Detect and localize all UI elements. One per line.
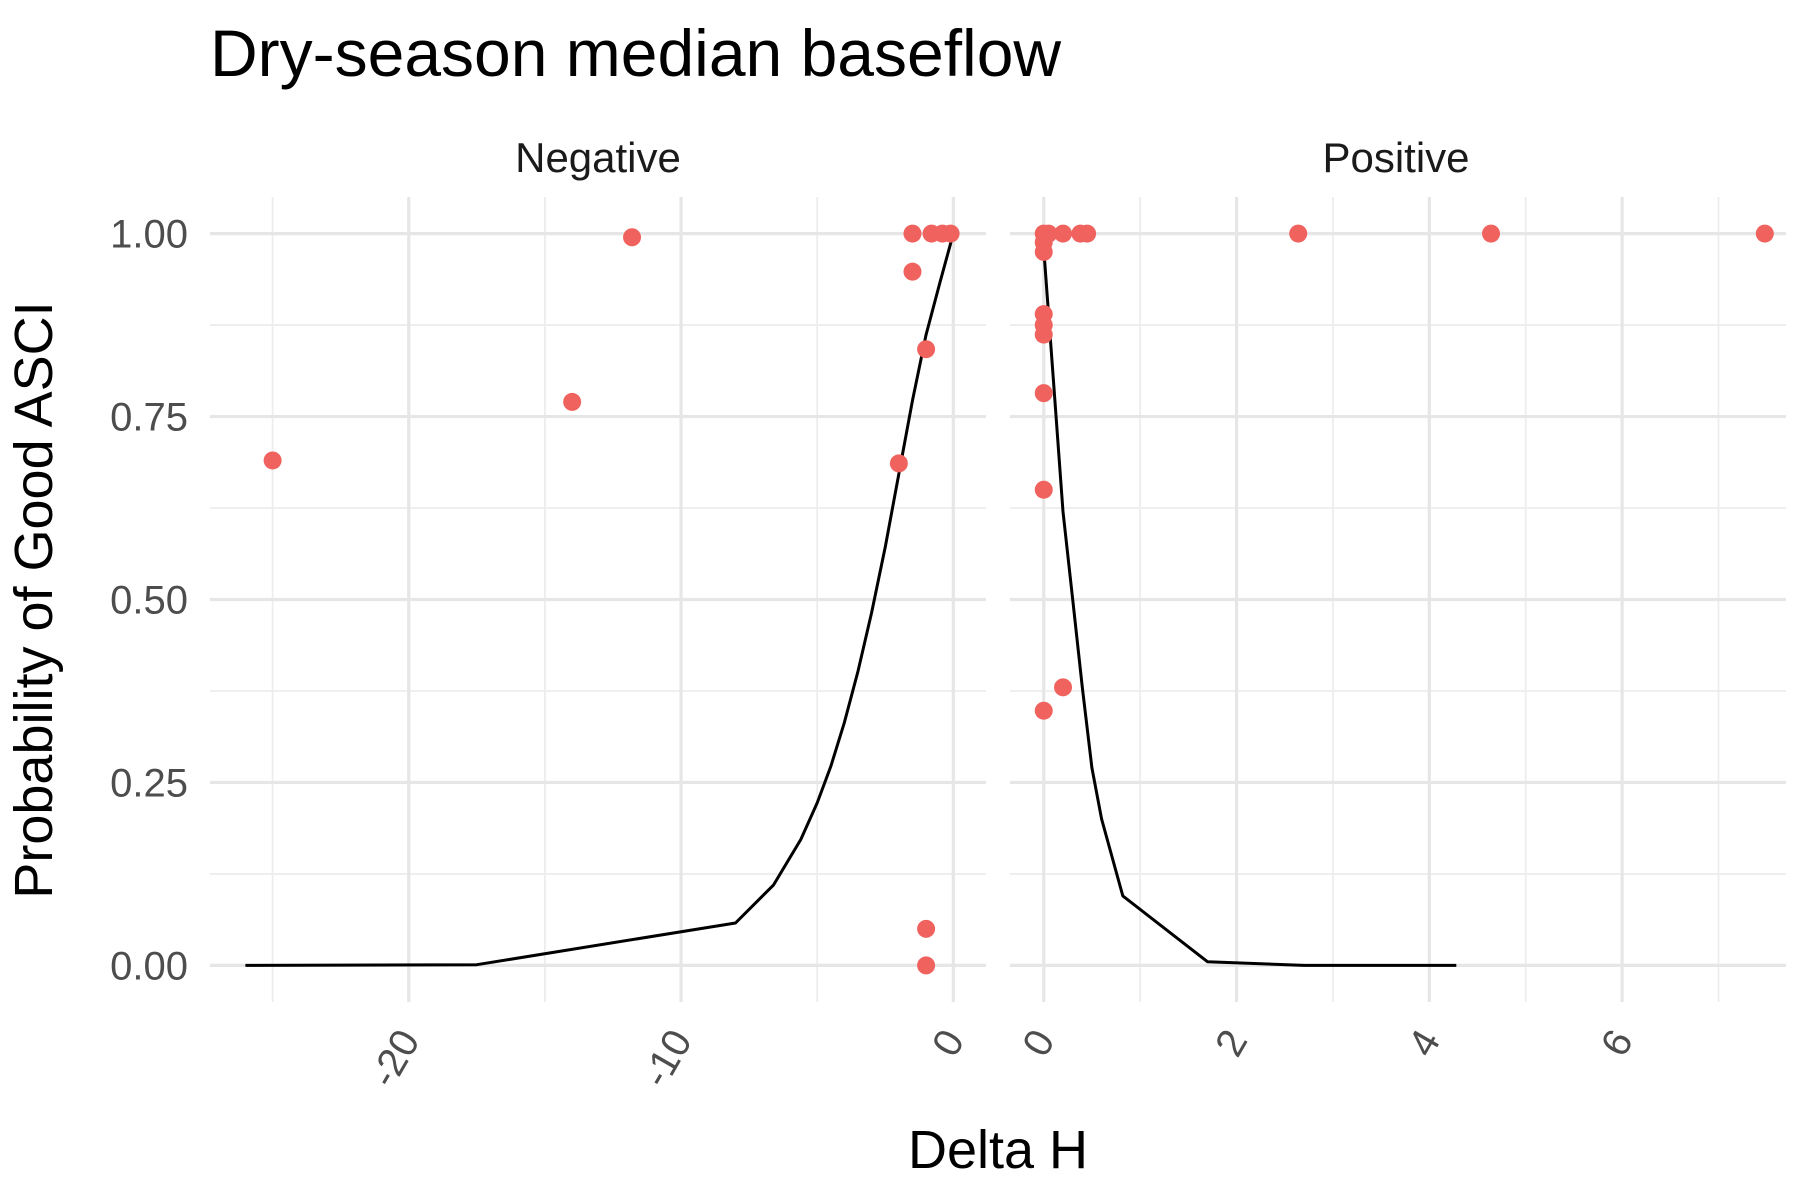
panel-label-positive: Positive [1322,134,1469,181]
data-point [917,919,936,938]
data-point [941,224,960,243]
y-tick-label: 0.00 [110,944,188,988]
data-point [1078,224,1097,243]
y-tick-label: 0.25 [110,761,188,805]
x-tick-label: 0 [924,1023,973,1064]
data-point [917,956,936,975]
fitted-curve-negative [245,233,955,967]
y-tick-label: 0.75 [110,396,188,440]
data-point [889,454,908,473]
y-tick-label: 1.00 [110,213,188,257]
panel-label-negative: Negative [515,134,681,181]
data-point [1034,325,1053,344]
x-tick-label: 2 [1207,1023,1256,1064]
data-point [1034,384,1053,403]
y-tick-label: 0.50 [110,579,188,623]
x-tick-label: 6 [1593,1023,1642,1064]
plot-layer: -20 -10 0 0 2 4 6 0.00 0.25 0.50 0.75 1.00 [110,197,1786,1095]
data-point [1054,224,1073,243]
data-point [1054,678,1073,697]
data-point [263,451,282,470]
x-tick-label: 4 [1400,1023,1449,1064]
fitted-curve-positive [1042,248,1457,967]
x-axis-title: Delta H [908,1120,1088,1180]
data-point [1034,242,1053,261]
data-point [1289,224,1308,243]
data-point [1034,701,1053,720]
data-point [1755,224,1774,243]
x-tick-label: 0 [1014,1023,1063,1064]
data-point [563,392,582,411]
y-axis-title: Probability of Good ASCI [4,301,64,898]
x-tick-label: -20 [362,1023,429,1095]
data-point [903,262,922,281]
data-point [917,340,936,359]
data-point [1034,480,1053,499]
data-point [903,224,922,243]
chart-title: Dry-season median baseflow [210,16,1061,90]
data-point [623,228,642,247]
data-point [1482,224,1501,243]
x-tick-label: -10 [634,1023,701,1095]
